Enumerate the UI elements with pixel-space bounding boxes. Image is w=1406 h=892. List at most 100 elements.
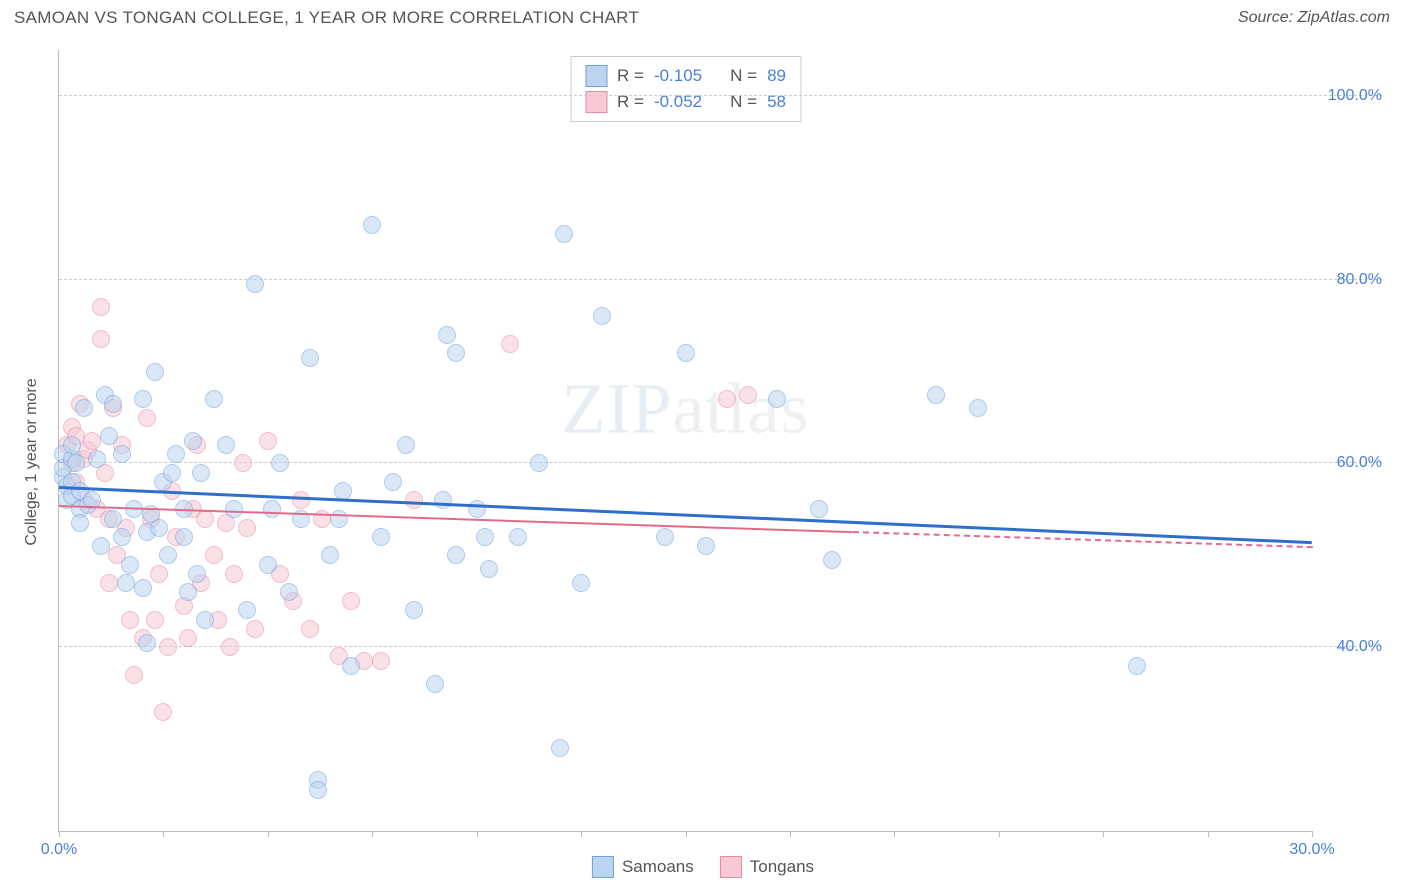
point-tongan bbox=[121, 611, 139, 629]
watermark-a: ZIP bbox=[562, 369, 673, 449]
legend-row-samoans: R = -0.105 N = 89 bbox=[585, 63, 786, 89]
point-samoan bbox=[67, 454, 85, 472]
legend-swatch-tongans-b bbox=[720, 856, 742, 878]
chart-container: College, 1 year or more ZIPatlas R = -0.… bbox=[14, 44, 1392, 880]
point-samoan bbox=[205, 390, 223, 408]
point-samoan bbox=[342, 657, 360, 675]
point-samoan bbox=[179, 583, 197, 601]
point-samoan bbox=[163, 464, 181, 482]
y-axis-title: College, 1 year or more bbox=[23, 378, 41, 545]
point-samoan bbox=[246, 275, 264, 293]
point-tongan bbox=[221, 638, 239, 656]
point-samoan bbox=[405, 601, 423, 619]
point-tongan bbox=[342, 592, 360, 610]
point-samoan bbox=[321, 546, 339, 564]
x-tick bbox=[894, 831, 895, 837]
top-legend-box: R = -0.105 N = 89 R = -0.052 N = 58 bbox=[570, 56, 801, 122]
point-tongan bbox=[292, 491, 310, 509]
point-samoan bbox=[656, 528, 674, 546]
plot-area: ZIPatlas R = -0.105 N = 89 R = -0.052 N … bbox=[58, 50, 1312, 832]
point-samoan bbox=[196, 611, 214, 629]
point-samoan bbox=[372, 528, 390, 546]
point-samoan bbox=[134, 390, 152, 408]
point-tongan bbox=[225, 565, 243, 583]
point-samoan bbox=[677, 344, 695, 362]
point-samoan bbox=[88, 450, 106, 468]
point-samoan bbox=[104, 510, 122, 528]
point-tongan bbox=[125, 666, 143, 684]
point-samoan bbox=[159, 546, 177, 564]
point-samoan bbox=[192, 464, 210, 482]
point-tongan bbox=[196, 510, 214, 528]
gridline-h bbox=[59, 95, 1382, 96]
point-samoan bbox=[447, 546, 465, 564]
chart-title: SAMOAN VS TONGAN COLLEGE, 1 YEAR OR MORE… bbox=[14, 8, 639, 28]
x-tick-label: 0.0% bbox=[41, 841, 77, 859]
point-tongan bbox=[150, 565, 168, 583]
point-tongan bbox=[234, 454, 252, 472]
source-label: Source: ZipAtlas.com bbox=[1238, 9, 1390, 27]
legend-swatch-samoans-b bbox=[592, 856, 614, 878]
point-tongan bbox=[159, 638, 177, 656]
point-tongan bbox=[179, 629, 197, 647]
x-tick bbox=[686, 831, 687, 837]
bottom-legend-tongans: Tongans bbox=[720, 856, 814, 878]
point-samoan bbox=[438, 326, 456, 344]
point-samoan bbox=[447, 344, 465, 362]
point-samoan bbox=[134, 579, 152, 597]
point-tongan bbox=[146, 611, 164, 629]
legend-N-samoans: 89 bbox=[767, 66, 786, 86]
point-tongan bbox=[501, 335, 519, 353]
point-samoan bbox=[75, 399, 93, 417]
point-tongan bbox=[301, 620, 319, 638]
point-tongan bbox=[739, 386, 757, 404]
x-tick bbox=[163, 831, 164, 837]
point-samoan bbox=[263, 500, 281, 518]
gridline-h bbox=[59, 462, 1382, 463]
y-tick-label: 80.0% bbox=[1318, 271, 1382, 289]
point-samoan bbox=[175, 528, 193, 546]
point-samoan bbox=[280, 583, 298, 601]
y-tick-label: 60.0% bbox=[1318, 454, 1382, 472]
point-samoan bbox=[117, 574, 135, 592]
x-tick bbox=[1103, 831, 1104, 837]
point-tongan bbox=[83, 432, 101, 450]
x-tick bbox=[581, 831, 582, 837]
point-samoan bbox=[555, 225, 573, 243]
point-tongan bbox=[238, 519, 256, 537]
y-tick-label: 100.0% bbox=[1318, 87, 1382, 105]
legend-label-samoans: Samoans bbox=[622, 857, 694, 877]
point-tongan bbox=[372, 652, 390, 670]
bottom-legend: Samoans Tongans bbox=[592, 856, 814, 878]
point-tongan bbox=[313, 510, 331, 528]
point-samoan bbox=[551, 739, 569, 757]
point-samoan bbox=[238, 601, 256, 619]
point-samoan bbox=[530, 454, 548, 472]
x-tick bbox=[59, 831, 60, 837]
point-tongan bbox=[138, 409, 156, 427]
point-samoan bbox=[138, 634, 156, 652]
legend-R-label: R = bbox=[617, 66, 644, 86]
x-tick bbox=[268, 831, 269, 837]
legend-label-tongans: Tongans bbox=[750, 857, 814, 877]
point-tongan bbox=[92, 330, 110, 348]
x-tick bbox=[1208, 831, 1209, 837]
point-samoan bbox=[104, 395, 122, 413]
point-samoan bbox=[969, 399, 987, 417]
point-samoan bbox=[572, 574, 590, 592]
point-tongan bbox=[154, 703, 172, 721]
point-tongan bbox=[405, 491, 423, 509]
watermark-b: atlas bbox=[673, 369, 810, 449]
point-samoan bbox=[476, 528, 494, 546]
point-samoan bbox=[309, 781, 327, 799]
legend-N-label: N = bbox=[730, 66, 757, 86]
point-samoan bbox=[113, 445, 131, 463]
point-samoan bbox=[121, 556, 139, 574]
point-samoan bbox=[217, 436, 235, 454]
point-samoan bbox=[259, 556, 277, 574]
point-samoan bbox=[397, 436, 415, 454]
point-samoan bbox=[823, 551, 841, 569]
point-tongan bbox=[718, 390, 736, 408]
point-samoan bbox=[434, 491, 452, 509]
point-samoan bbox=[426, 675, 444, 693]
